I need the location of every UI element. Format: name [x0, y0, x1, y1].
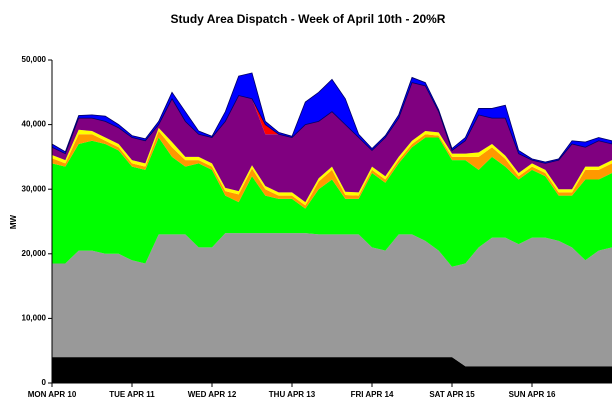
x-tick-label: SAT APR 15	[429, 390, 475, 399]
y-tick-label: 50,000	[22, 55, 47, 64]
chart-title: Study Area Dispatch - Week of April 10th…	[171, 12, 446, 26]
x-tick-label: THU APR 13	[269, 390, 316, 399]
y-tick-label: 10,000	[22, 314, 47, 323]
area-segment	[51, 72, 612, 164]
area-segment	[52, 357, 612, 383]
area-segment	[52, 137, 612, 267]
x-tick-label: TUE APR 11	[109, 390, 155, 399]
area-segment	[52, 233, 612, 367]
x-tick-label: MON APR 10	[28, 390, 77, 399]
x-tick-label: SUN APR 16	[509, 390, 556, 399]
x-tick-label: FRI APR 14	[351, 390, 394, 399]
y-axis-label: MW	[9, 214, 18, 229]
y-tick-label: 20,000	[22, 249, 47, 258]
x-tick-label: WED APR 12	[188, 390, 237, 399]
area-segment	[52, 82, 612, 203]
y-tick-label: 30,000	[22, 184, 47, 193]
y-tick-label: 0	[42, 378, 47, 387]
y-tick-label: 40,000	[22, 120, 47, 129]
